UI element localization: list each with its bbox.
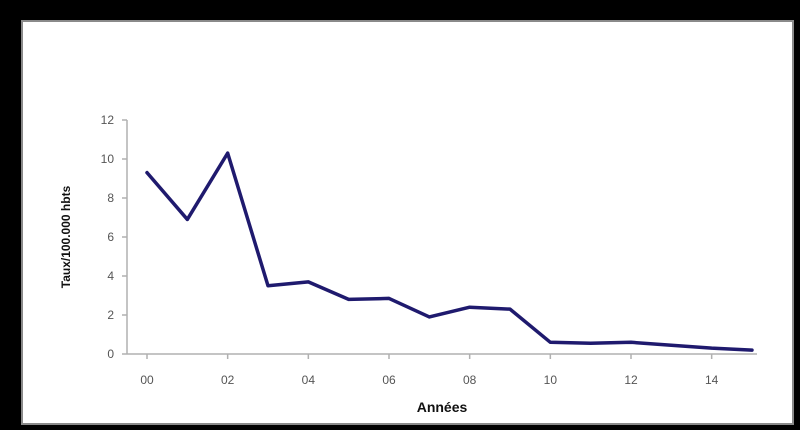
- y-axis-title: Taux/100.000 hbts: [59, 185, 73, 288]
- y-ticks: 0 2 4 6 8 10 12: [101, 113, 127, 361]
- data-point: [226, 151, 230, 155]
- data-point: [750, 348, 754, 352]
- x-tick-label: 08: [463, 373, 477, 387]
- y-tick-label: 2: [107, 308, 114, 322]
- data-point: [548, 340, 552, 344]
- y-tick-label: 6: [107, 230, 114, 244]
- data-point: [589, 341, 593, 345]
- chart-panel: [21, 20, 794, 425]
- data-point: [185, 217, 189, 221]
- series-line: [145, 151, 754, 352]
- y-tick-label: 8: [107, 191, 114, 205]
- x-tick-label: 06: [382, 373, 396, 387]
- series-layer: [145, 151, 754, 352]
- x-tick-label: 10: [544, 373, 558, 387]
- y-tick-label: 4: [107, 269, 114, 283]
- data-point: [427, 315, 431, 319]
- axes: [126, 120, 757, 355]
- data-point: [387, 296, 391, 300]
- data-point: [669, 343, 673, 347]
- data-point: [347, 297, 351, 301]
- x-tick-label: 02: [221, 373, 235, 387]
- x-tick-label: 04: [302, 373, 316, 387]
- x-ticks: 00 02 04 06 08 10 12 14: [140, 354, 719, 387]
- data-point: [710, 346, 714, 350]
- x-tick-label: 12: [624, 373, 638, 387]
- data-point: [629, 340, 633, 344]
- y-tick-label: 0: [107, 347, 114, 361]
- data-point: [145, 171, 149, 175]
- data-point: [468, 305, 472, 309]
- x-tick-label: 14: [705, 373, 719, 387]
- x-tick-label: 00: [140, 373, 154, 387]
- x-axis-title: Années: [417, 399, 468, 415]
- y-tick-label: 12: [101, 113, 115, 127]
- data-point: [306, 280, 310, 284]
- data-point: [508, 307, 512, 311]
- data-point: [266, 284, 270, 288]
- y-tick-label: 10: [101, 152, 115, 166]
